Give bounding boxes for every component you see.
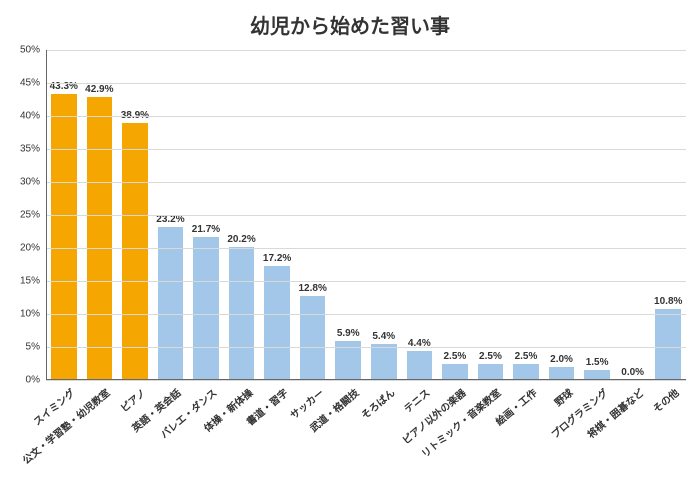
bar-chart: 幼児から始めた習い事 43.3%42.9%38.9%23.2%21.7%20.2…: [0, 0, 700, 500]
y-tick-label: 40%: [20, 111, 46, 122]
grid-line: [46, 116, 686, 117]
y-tick-label: 0%: [26, 375, 46, 386]
y-tick-label: 20%: [20, 243, 46, 254]
grid-line: [46, 83, 686, 84]
bar-value-label: 21.7%: [192, 224, 220, 235]
y-tick-label: 25%: [20, 210, 46, 221]
grid-line: [46, 248, 686, 249]
y-axis-line: [46, 50, 47, 380]
bar-value-label: 42.9%: [85, 84, 113, 95]
plot-area: 43.3%42.9%38.9%23.2%21.7%20.2%17.2%12.8%…: [46, 50, 686, 380]
bar-value-label: 5.4%: [372, 331, 395, 342]
bar-value-label: 1.5%: [586, 357, 609, 368]
bar: 42.9%: [87, 97, 113, 380]
y-tick-label: 10%: [20, 309, 46, 320]
bar-value-label: 17.2%: [263, 253, 291, 264]
bar: 43.3%: [51, 94, 77, 380]
bar-value-label: 5.9%: [337, 328, 360, 339]
bar-value-label: 2.5%: [443, 351, 466, 362]
grid-line: [46, 314, 686, 315]
grid-line: [46, 149, 686, 150]
grid-line: [46, 215, 686, 216]
y-tick-label: 30%: [20, 177, 46, 188]
bar-value-label: 10.8%: [654, 296, 682, 307]
y-tick-label: 15%: [20, 276, 46, 287]
y-tick-label: 35%: [20, 144, 46, 155]
grid-line: [46, 281, 686, 282]
grid-line: [46, 50, 686, 51]
y-tick-label: 5%: [26, 342, 46, 353]
bar-value-label: 20.2%: [227, 234, 255, 245]
bar: 23.2%: [158, 227, 184, 380]
y-tick-label: 45%: [20, 78, 46, 89]
chart-title: 幼児から始めた習い事: [0, 10, 700, 39]
grid-line: [46, 182, 686, 183]
bar-value-label: 12.8%: [298, 283, 326, 294]
y-tick-label: 50%: [20, 45, 46, 56]
